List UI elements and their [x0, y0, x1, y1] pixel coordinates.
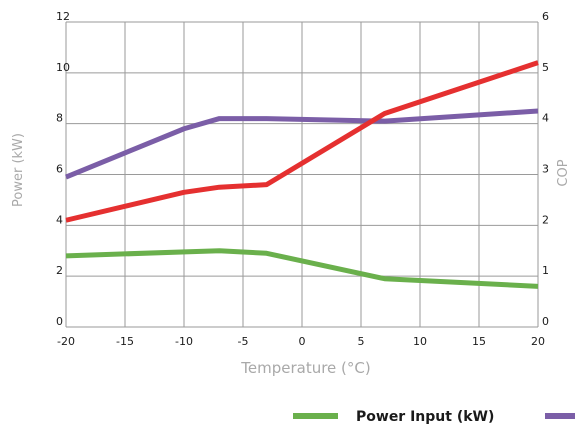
y-tick-label: 12: [56, 10, 70, 23]
y-tick-label: 6: [56, 163, 63, 176]
y2-tick-label: 4: [542, 112, 549, 125]
x-tick-label: -5: [238, 335, 249, 348]
legend-label-power-input: Power Input (kW): [356, 409, 494, 425]
y-tick-label: 10: [56, 61, 70, 74]
x-tick-label: -20: [57, 335, 75, 348]
y2-tick-label: 5: [542, 61, 549, 74]
x-tick-label: 5: [358, 335, 365, 348]
y2-tick-label: 3: [542, 163, 549, 176]
y2-axis-title: COP: [556, 159, 571, 186]
y-axis-title: Power (kW): [11, 133, 26, 207]
x-axis-title: Temperature (°C): [240, 359, 370, 377]
y2-tick-label: 2: [542, 213, 549, 226]
x-tick-label: 20: [531, 335, 545, 348]
y-tick-label: 4: [56, 213, 63, 226]
x-tick-label: -10: [175, 335, 193, 348]
series-line-purple_series: [65, 108, 539, 180]
y-tick-label: 0: [56, 315, 63, 328]
y2-tick-label: 1: [542, 264, 549, 277]
x-tick-label: -15: [116, 335, 134, 348]
legend: Power Input (kW): [293, 409, 575, 425]
y-tick-label: 2: [56, 264, 63, 277]
y2-axis-ticks: 0 1 2 3 4 5 6: [542, 10, 549, 328]
series-line-red_series: [65, 60, 539, 223]
series-lines: [65, 60, 539, 289]
x-tick-label: 10: [413, 335, 427, 348]
y2-tick-label: 0: [542, 315, 549, 328]
y-axis-ticks: 0 2 4 6 8 10 12: [56, 10, 70, 328]
y-tick-label: 8: [56, 112, 63, 125]
series-line-power_input: [65, 248, 539, 289]
x-tick-label: 15: [472, 335, 486, 348]
x-tick-label: 0: [299, 335, 306, 348]
y2-tick-label: 6: [542, 10, 549, 23]
grid: [65, 21, 539, 328]
x-axis-ticks: -20 -15 -10 -5 0 5 10 15 20: [57, 335, 545, 348]
